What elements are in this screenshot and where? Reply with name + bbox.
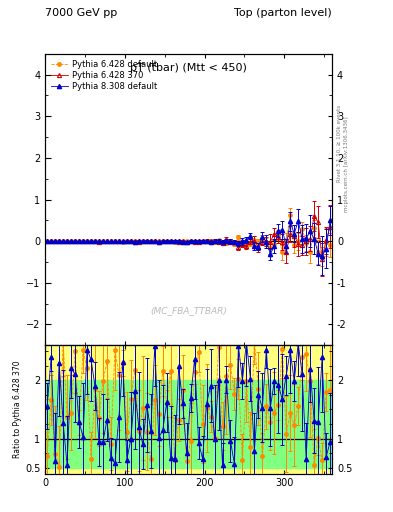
Pythia 6.428 default [308,249,312,255]
Text: mcplots.cern.ch [arXiv:1306.3436]: mcplots.cern.ch [arXiv:1306.3436] [344,116,349,211]
Pythia 6.428 370 [140,238,145,244]
Pythia 8.308 default [204,238,209,244]
Pythia 8.308 default [45,238,50,244]
Text: (MC_FBA_TTBAR): (MC_FBA_TTBAR) [150,306,227,315]
Pythia 6.428 default [320,253,325,260]
Pythia 6.428 370 [204,238,209,244]
Bar [45,380,332,468]
Y-axis label: Ratio to Pythia 6.428 370: Ratio to Pythia 6.428 370 [13,360,22,458]
Pythia 6.428 default [236,234,241,241]
Pythia 6.428 default [84,238,89,244]
Bar [45,345,332,474]
Pythia 8.308 default [112,238,117,244]
Pythia 8.308 default [84,238,89,244]
Pythia 6.428 370 [45,238,50,244]
Pythia 6.428 default [140,238,145,244]
Text: Top (parton level): Top (parton level) [234,8,332,18]
Line: Pythia 8.308 default: Pythia 8.308 default [45,218,332,258]
Pythia 6.428 370 [320,256,325,262]
Text: pT (t̅bar) (Mtt < 450): pT (t̅bar) (Mtt < 450) [130,62,247,73]
Legend: Pythia 6.428 default, Pythia 6.428 370, Pythia 8.308 default: Pythia 6.428 default, Pythia 6.428 370, … [50,58,159,93]
Text: 7000 GeV pp: 7000 GeV pp [45,8,118,18]
Pythia 6.428 370 [224,236,229,242]
Pythia 6.428 370 [304,239,309,245]
Pythia 6.428 default [328,242,332,248]
Pythia 8.308 default [224,238,229,244]
Pythia 8.308 default [320,252,325,259]
Pythia 8.308 default [140,238,145,244]
Pythia 6.428 370 [236,244,241,250]
Pythia 6.428 370 [84,238,89,244]
Pythia 6.428 default [204,238,209,244]
Text: Rivet 3.1.10, ≥ 100k events: Rivet 3.1.10, ≥ 100k events [337,105,342,182]
Pythia 6.428 370 [312,212,316,219]
Line: Pythia 6.428 370: Pythia 6.428 370 [45,214,332,261]
Pythia 6.428 default [45,238,50,244]
Line: Pythia 6.428 default: Pythia 6.428 default [46,213,332,259]
Pythia 8.308 default [328,218,332,224]
Pythia 8.308 default [236,240,241,246]
Pythia 6.428 default [224,240,229,246]
Pythia 6.428 370 [328,224,332,230]
Pythia 6.428 default [288,212,293,218]
